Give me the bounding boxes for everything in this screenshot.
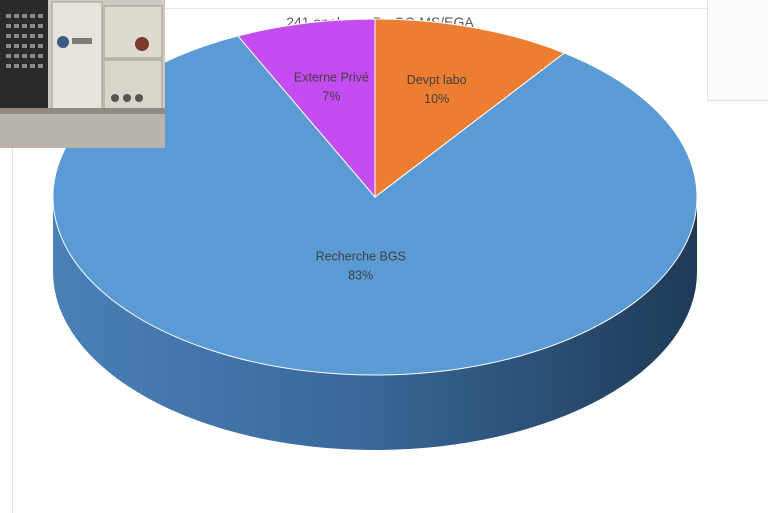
slice-devpt-labo-value: 10% [424,92,449,106]
slice-side-wall [53,197,697,450]
slice-recherche-bgs-value: 83% [348,268,373,282]
slice-devpt-labo-label: Devpt labo [407,73,467,87]
side-panel [707,0,768,101]
chart-area [12,8,709,513]
slice-externe-prive-value: 7% [322,89,340,103]
slice-recherche-bgs-label: Recherche BGS [316,249,406,263]
slice-devpt-labo [374,18,566,199]
slice-externe-prive [237,18,376,199]
slice-externe-prive-label: Externe Privé [294,70,369,84]
instrument-photo [0,0,165,148]
